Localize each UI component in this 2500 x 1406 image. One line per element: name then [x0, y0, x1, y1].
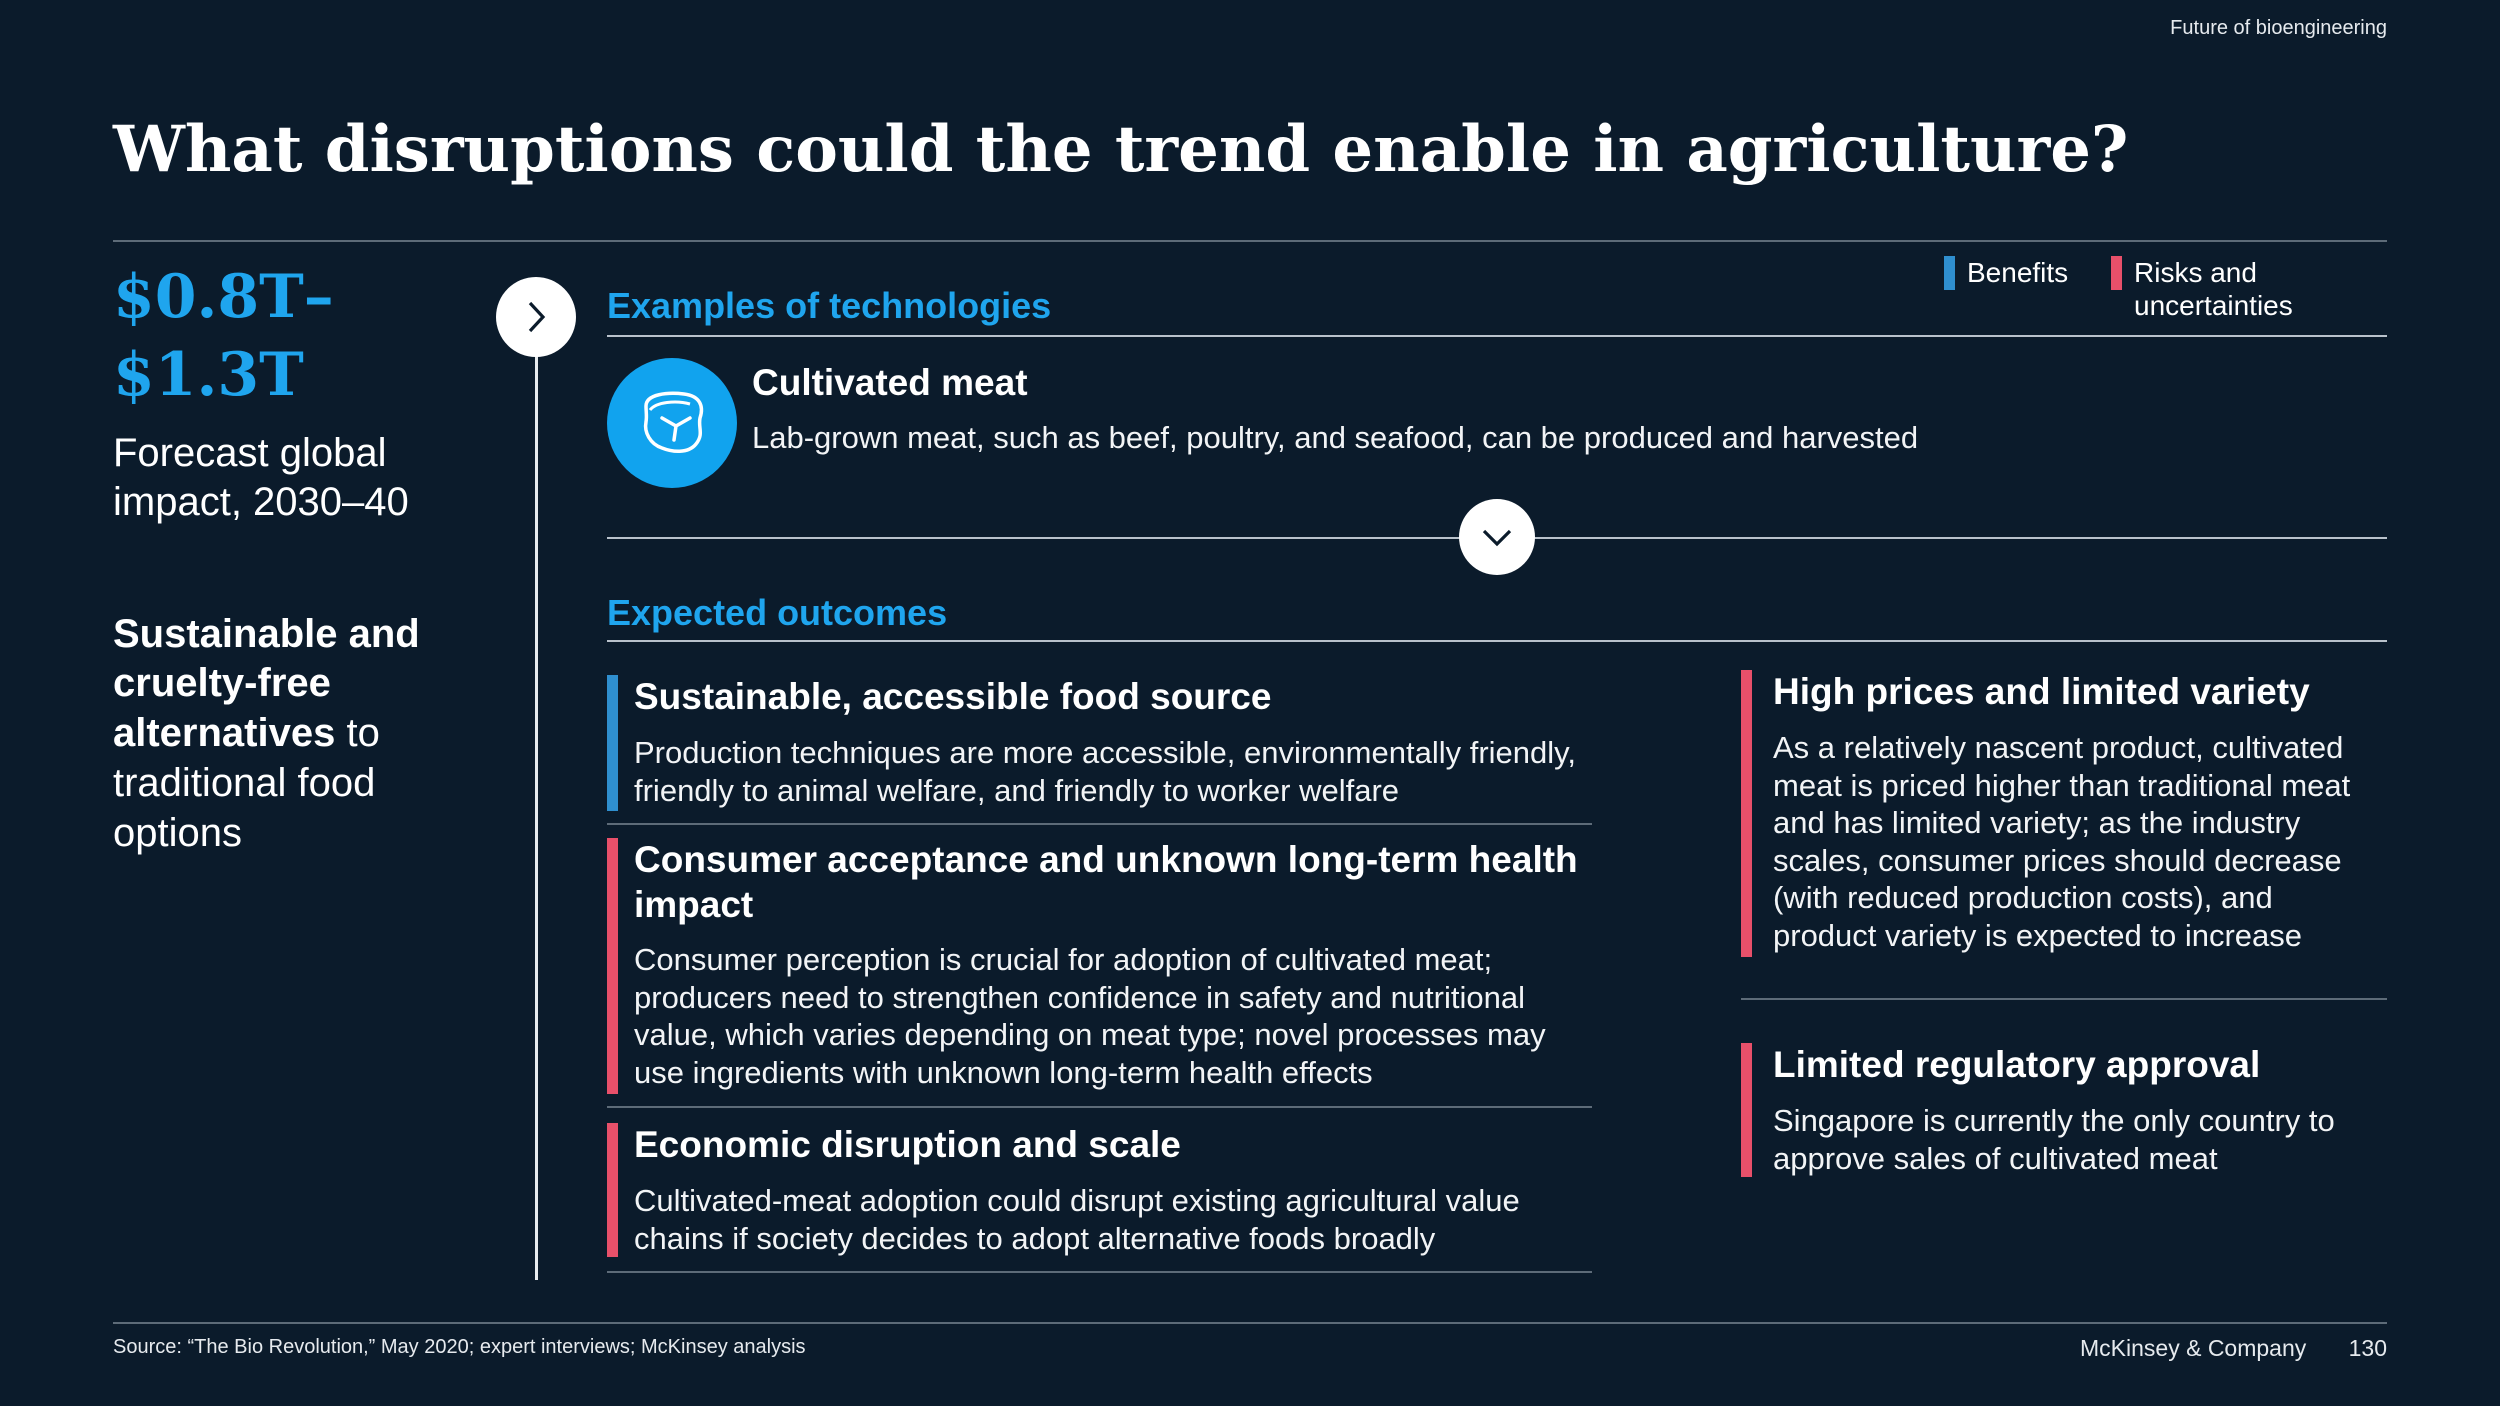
outcome-body-line: producers need to strengthen confidence … — [634, 980, 1525, 1015]
outcome-body-line: chains if society decides to adopt alter… — [634, 1221, 1436, 1256]
outcome-title: Consumer acceptance and unknown long-ter… — [634, 839, 1578, 880]
title-divider — [113, 240, 2387, 242]
outcome-body-line: value, which varies depending on meat ty… — [634, 1017, 1546, 1052]
header-label: Future of bioengineering — [2170, 17, 2387, 39]
outcome-divider — [607, 1106, 1592, 1108]
summary-line2: cruelty-free — [113, 661, 331, 705]
chevron-right-icon — [496, 277, 576, 357]
outcome-body-line: Cultivated-meat adoption could disrupt e… — [634, 1183, 1520, 1218]
outcome-divider — [1741, 998, 2387, 1000]
outcome-body-line: product variety is expected to increase — [1773, 918, 2302, 953]
chevron-down-icon — [1459, 499, 1535, 575]
outcome-title: Economic disruption and scale — [634, 1124, 1181, 1165]
outcome-body-line: Production techniques are more accessibl… — [634, 735, 1576, 770]
technologies-heading: Examples of technologies — [607, 285, 1052, 326]
legend-benefits-label: Benefits — [1967, 257, 2069, 288]
technology-name: Cultivated meat — [752, 362, 1028, 403]
vertical-connector — [535, 316, 538, 1280]
summary-line3-rest: to — [335, 711, 380, 755]
outcome-body-line: approve sales of cultivated meat — [1773, 1141, 2218, 1176]
legend-risks-label-line1: Risks and — [2134, 257, 2257, 288]
risk-marker — [607, 838, 618, 1094]
outcome-body-line: As a relatively nascent product, cultiva… — [1773, 730, 2344, 765]
technology-description: Lab-grown meat, such as beef, poultry, a… — [752, 420, 1919, 455]
outcome-body-line: scales, consumer prices should decrease — [1773, 843, 2342, 878]
outcome-body-line: friendly to animal welfare, and friendly… — [634, 773, 1400, 808]
brand-name: McKinsey & Company — [2080, 1335, 2307, 1361]
summary-line3-bold: alternatives — [113, 711, 336, 755]
summary-line3: alternatives to — [113, 708, 380, 758]
impact-label-line2: impact, 2030–40 — [113, 480, 409, 524]
page-number: 130 — [2348, 1335, 2387, 1361]
outcome-body-line: (with reduced production costs), and — [1773, 880, 2273, 915]
benefit-marker — [607, 675, 618, 811]
outcome-divider — [607, 1271, 1592, 1273]
outcome-body-line: Singapore is currently the only country … — [1773, 1103, 2335, 1138]
cultivated-meat-icon — [607, 358, 737, 488]
outcome-title: Sustainable, accessible food source — [634, 676, 1272, 717]
legend-risks-swatch — [2111, 256, 2122, 290]
outcome-title: Limited regulatory approval — [1773, 1044, 2261, 1085]
footer-divider — [113, 1322, 2387, 1324]
outcome-body-line: use ingredients with unknown long-term h… — [634, 1055, 1373, 1090]
outcomes-heading: Expected outcomes — [607, 592, 948, 633]
summary-line4: traditional food — [113, 761, 376, 805]
impact-label-line1: Forecast global — [113, 431, 387, 475]
outcome-title: impact — [634, 884, 754, 925]
outcome-body-line: and has limited variety; as the industry — [1773, 805, 2301, 840]
legend-risks-label-line2: uncertainties — [2134, 290, 2293, 321]
impact-value-line2: $1.3T — [113, 340, 304, 410]
summary-line1: Sustainable and — [113, 612, 420, 656]
impact-value-line1: $0.8T– — [113, 262, 334, 332]
outcomes-divider — [607, 640, 2387, 642]
outcome-body-line: meat is priced higher than traditional m… — [1773, 768, 2351, 803]
risk-marker — [1741, 1043, 1752, 1177]
page-title: What disruptions could the trend enable … — [113, 112, 2129, 187]
risk-marker — [1741, 670, 1752, 957]
summary-line5: options — [113, 811, 242, 855]
outcome-title: High prices and limited variety — [1773, 671, 2310, 712]
outcome-divider — [607, 823, 1592, 825]
outcome-body-line: Consumer perception is crucial for adopt… — [634, 942, 1493, 977]
source-note: Source: “The Bio Revolution,” May 2020; … — [113, 1336, 806, 1358]
technologies-divider — [607, 335, 2387, 337]
risk-marker — [607, 1123, 618, 1257]
legend-benefits-swatch — [1944, 256, 1955, 290]
